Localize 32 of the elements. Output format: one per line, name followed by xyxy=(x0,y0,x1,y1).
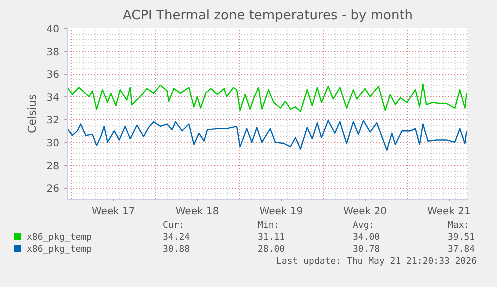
text: Last update: Thu May 21 21:20:33 2026 xyxy=(276,256,478,268)
y-tick-label: 36 xyxy=(46,70,60,82)
chart-title: ACPI Thermal zone temperatures - by month xyxy=(122,8,414,24)
text: Cur: xyxy=(163,220,186,233)
x-tick-label: Week 20 xyxy=(344,206,387,218)
line-series xyxy=(68,120,468,152)
text: 34.00 xyxy=(353,232,382,245)
y-tick-label: 40 xyxy=(46,24,60,36)
text: 34.24 xyxy=(163,232,192,245)
text: Max: xyxy=(448,220,471,233)
text: Min: xyxy=(258,220,281,233)
y-tick-label: 28 xyxy=(46,161,60,172)
y-tick-label: 34 xyxy=(46,92,60,104)
x-tick-label: Week 17 xyxy=(92,206,136,218)
text: Avg: xyxy=(353,220,376,233)
legend-label: x86_pkg_temp xyxy=(27,244,94,257)
text: 37.84 xyxy=(448,244,476,257)
text: 30.88 xyxy=(163,244,192,257)
x-tick-label: Week 19 xyxy=(260,206,304,218)
y-tick-label: 26 xyxy=(46,184,60,196)
y-tick-label: 32 xyxy=(46,116,60,127)
text: 30.78 xyxy=(353,244,382,257)
y-tick-label: 38 xyxy=(46,47,60,58)
y-tick-label: 30 xyxy=(46,138,60,150)
x-tick-label: Week 18 xyxy=(176,206,220,218)
text: 28.00 xyxy=(258,244,286,257)
text: 31.11 xyxy=(258,232,286,245)
x-tick-label: Week 21 xyxy=(428,206,471,218)
text: 39.51 xyxy=(448,232,476,245)
line-series xyxy=(68,84,468,112)
y-axis-title: Celsius xyxy=(26,94,39,134)
legend-label: x86_pkg_temp xyxy=(27,232,94,245)
